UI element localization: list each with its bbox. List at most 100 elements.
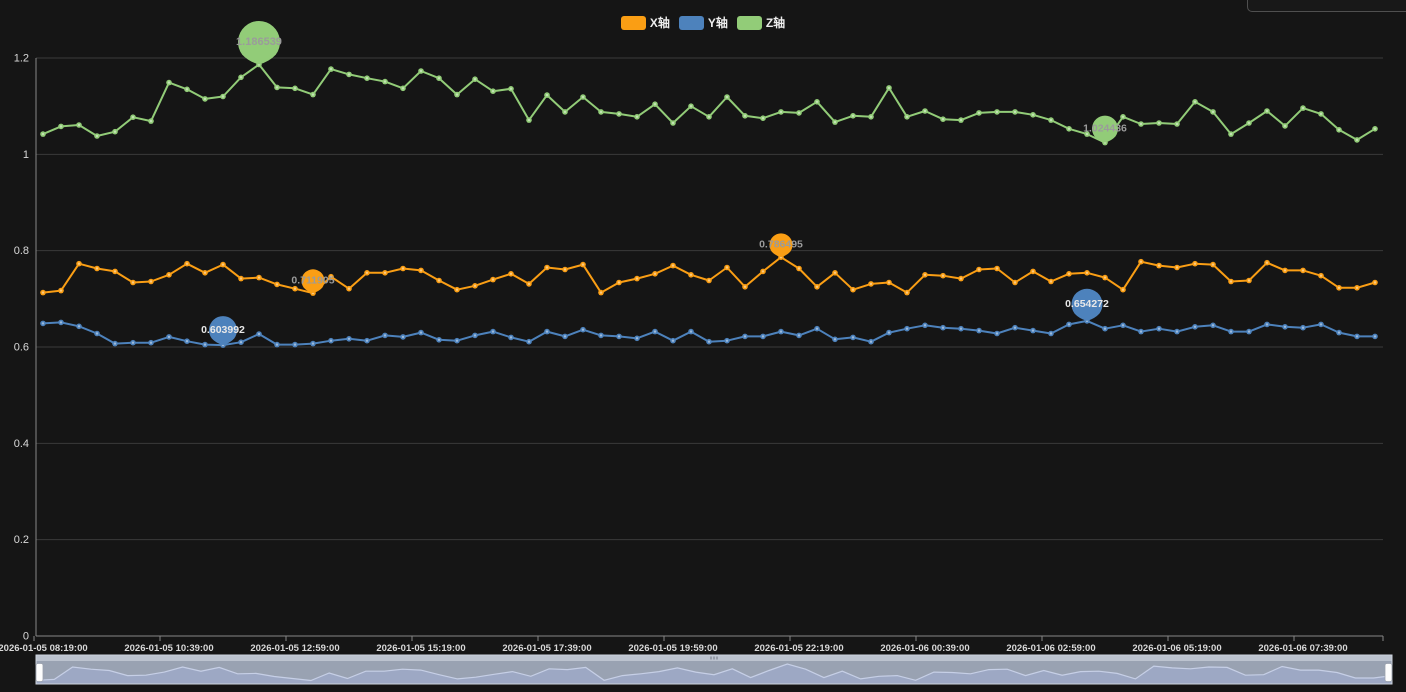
data-point bbox=[130, 279, 136, 286]
data-point-center bbox=[383, 80, 387, 83]
data-point bbox=[94, 133, 100, 139]
data-point-center bbox=[581, 95, 585, 99]
data-point-center bbox=[1067, 323, 1071, 326]
data-point bbox=[1120, 322, 1126, 329]
data-point bbox=[1156, 120, 1162, 126]
data-point bbox=[1228, 278, 1234, 285]
data-point-center bbox=[869, 282, 873, 286]
data-point-center bbox=[527, 282, 531, 286]
data-point-center bbox=[671, 264, 675, 267]
legend-item-label: Z轴 bbox=[765, 16, 786, 30]
data-point bbox=[742, 113, 748, 119]
x-axis-tick-label: 2026-01-06 00:39:00 bbox=[880, 643, 969, 654]
data-point bbox=[886, 329, 892, 336]
data-point-center bbox=[1211, 324, 1215, 327]
data-point-center bbox=[1247, 330, 1251, 333]
data-point-center bbox=[707, 279, 711, 282]
data-point-center bbox=[1373, 335, 1377, 338]
data-point bbox=[1102, 274, 1108, 281]
legend-item-1[interactable]: Y轴 bbox=[678, 16, 728, 30]
data-point bbox=[202, 341, 208, 348]
legend-swatch-icon bbox=[678, 16, 704, 30]
y-axis-tick-label: 1.2 bbox=[14, 53, 29, 65]
x-axis-tick-label: 2026-01-05 10:39:00 bbox=[124, 643, 213, 654]
data-point-center bbox=[473, 78, 477, 81]
data-point bbox=[346, 285, 352, 292]
data-point bbox=[472, 76, 478, 82]
data-point-center bbox=[1103, 327, 1107, 330]
markpoint-pin-min bbox=[1092, 115, 1118, 143]
data-point bbox=[292, 285, 298, 292]
data-point-center bbox=[959, 277, 963, 280]
data-point bbox=[1228, 328, 1234, 335]
data-point bbox=[418, 267, 424, 274]
data-point bbox=[1282, 324, 1288, 330]
data-point bbox=[40, 320, 46, 327]
data-point-center bbox=[1193, 325, 1197, 328]
data-point-center bbox=[41, 322, 45, 325]
data-point bbox=[1336, 285, 1342, 291]
data-point bbox=[148, 118, 154, 124]
datazoom-slider[interactable] bbox=[35, 654, 1393, 685]
data-point-center bbox=[905, 291, 909, 294]
data-point bbox=[1048, 117, 1054, 123]
data-point bbox=[382, 78, 388, 85]
data-point bbox=[148, 339, 154, 346]
data-point bbox=[1318, 321, 1324, 328]
x-axis-tick-label: 2026-01-05 08:19:00 bbox=[0, 643, 88, 654]
data-point-center bbox=[1013, 281, 1017, 284]
data-point bbox=[76, 122, 82, 128]
data-point bbox=[1210, 109, 1216, 115]
data-point-center bbox=[365, 271, 369, 274]
data-point-center bbox=[779, 330, 783, 333]
markpoint-pin-max bbox=[238, 21, 280, 65]
data-point-center bbox=[221, 263, 225, 266]
data-point bbox=[238, 275, 244, 282]
data-point bbox=[1210, 261, 1216, 268]
data-point bbox=[850, 113, 856, 119]
data-point-center bbox=[1175, 122, 1179, 126]
data-point-center bbox=[401, 335, 405, 339]
data-point-center bbox=[1247, 279, 1251, 282]
datazoom-left-handle[interactable] bbox=[35, 663, 44, 682]
data-point bbox=[598, 289, 604, 296]
data-point bbox=[472, 332, 478, 339]
data-point-center bbox=[545, 266, 549, 269]
data-point-center bbox=[203, 97, 207, 101]
data-point-center bbox=[1265, 261, 1269, 264]
data-point bbox=[1354, 333, 1360, 340]
data-point-center bbox=[761, 270, 765, 273]
legend-item-0[interactable]: X轴 bbox=[620, 16, 670, 30]
data-point-center bbox=[491, 330, 495, 333]
data-point bbox=[922, 322, 928, 329]
datazoom-right-handle[interactable] bbox=[1384, 663, 1393, 682]
data-point-center bbox=[437, 338, 441, 341]
legend-item-2[interactable]: Z轴 bbox=[736, 16, 786, 30]
data-point-center bbox=[1283, 269, 1287, 272]
data-point-center bbox=[815, 285, 819, 288]
markpoint-pin-min bbox=[209, 316, 238, 346]
data-point-center bbox=[59, 289, 63, 292]
data-point-center bbox=[833, 271, 837, 274]
data-point bbox=[1210, 322, 1216, 329]
data-point bbox=[1138, 121, 1144, 127]
x-axis-tick-label: 2026-01-06 07:39:00 bbox=[1258, 643, 1347, 654]
data-point bbox=[814, 325, 820, 332]
data-point-center bbox=[1319, 323, 1323, 326]
data-point bbox=[292, 85, 298, 92]
data-point bbox=[1066, 271, 1072, 277]
data-point-center bbox=[1373, 127, 1377, 130]
data-point bbox=[1192, 260, 1198, 267]
data-point bbox=[580, 326, 586, 333]
data-point-center bbox=[1229, 280, 1233, 283]
data-point-center bbox=[59, 125, 63, 128]
data-point-center bbox=[293, 287, 297, 290]
data-point-center bbox=[563, 268, 567, 271]
data-point bbox=[130, 114, 136, 120]
data-point bbox=[1174, 121, 1180, 127]
data-point bbox=[1300, 267, 1306, 274]
data-point bbox=[1156, 262, 1162, 269]
data-point bbox=[886, 279, 892, 286]
data-point-center bbox=[653, 103, 657, 106]
